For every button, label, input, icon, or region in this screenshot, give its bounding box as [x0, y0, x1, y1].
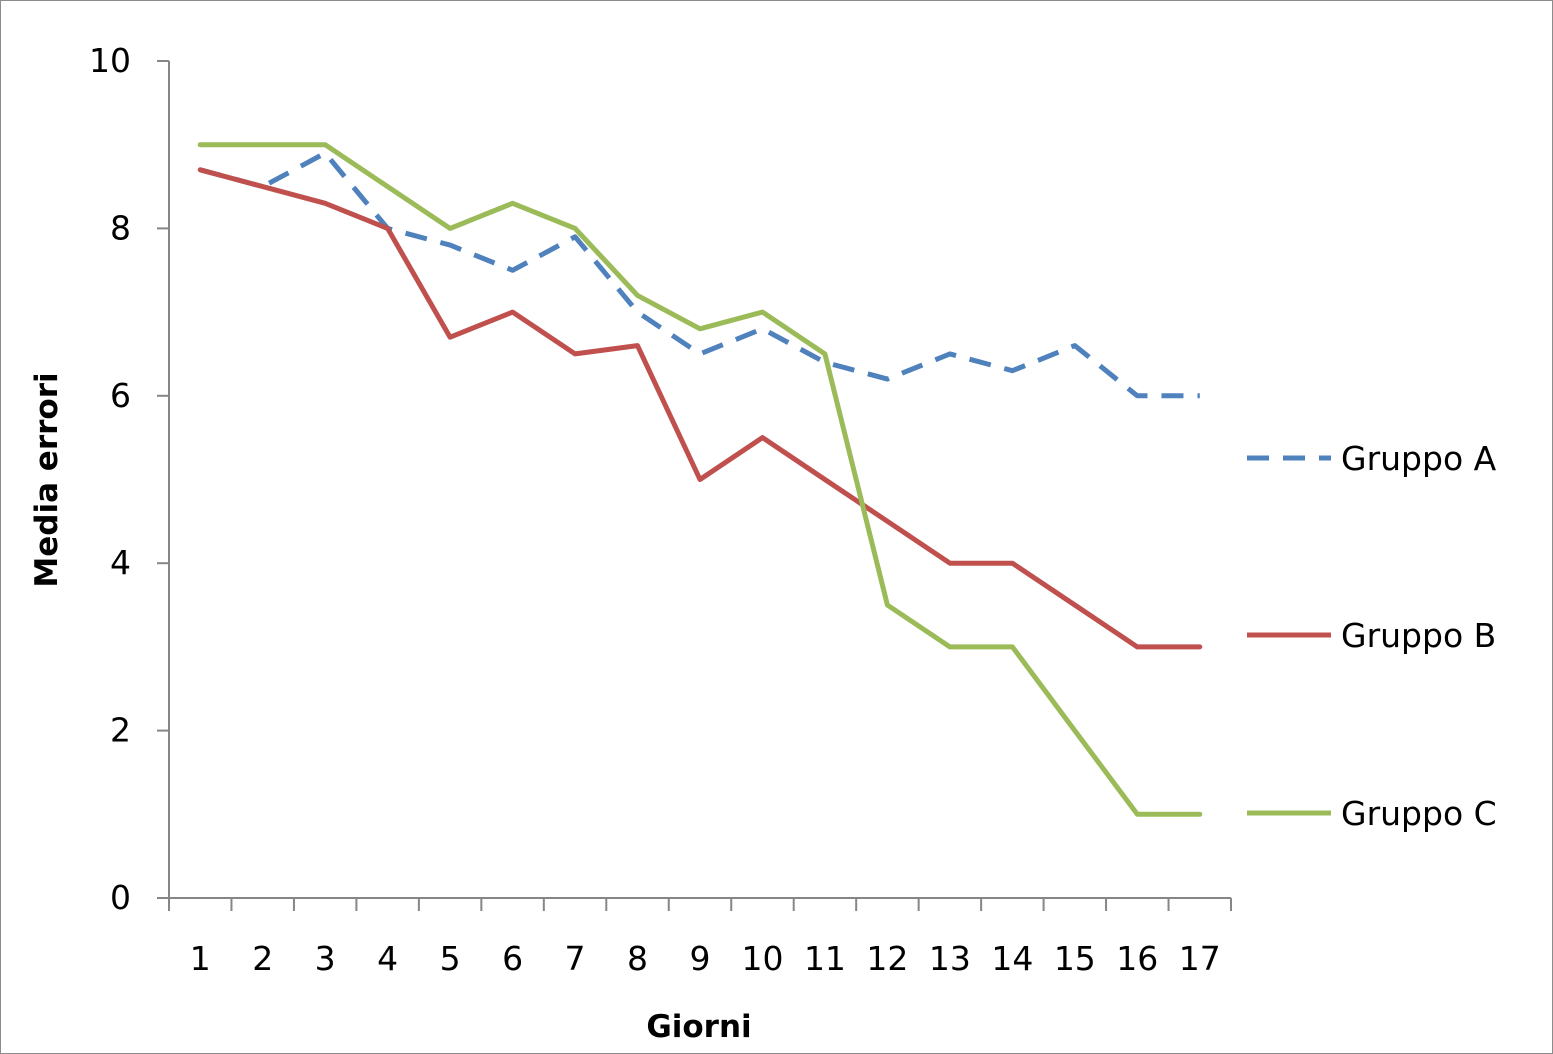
y-tick-label: 8 [110, 208, 131, 247]
x-tick-label: 11 [804, 939, 846, 978]
x-tick-label: 12 [866, 939, 908, 978]
x-tick-label: 7 [565, 939, 586, 978]
series-line-gruppo-c [197, 142, 1203, 817]
legend-label: Gruppo B [1341, 616, 1496, 655]
x-tick-label: 15 [1054, 939, 1096, 978]
legend-label: Gruppo C [1341, 794, 1497, 833]
y-tick-label: 2 [110, 711, 131, 750]
y-tick-label: 4 [110, 543, 131, 582]
x-tick-label: 8 [627, 939, 648, 978]
axes [157, 60, 1232, 911]
series-line-gruppo-b [197, 167, 1203, 650]
x-axis-title: Giorni [646, 1009, 751, 1045]
y-axis-title: Media errori [29, 372, 65, 587]
x-tick-label: 14 [991, 939, 1033, 978]
y-tick-label: 6 [110, 376, 131, 415]
x-tick-label: 5 [440, 939, 461, 978]
x-tick-label: 17 [1179, 939, 1221, 978]
x-tick-label: 6 [502, 939, 523, 978]
series-lines [197, 142, 1203, 817]
x-tick-label: 9 [690, 939, 711, 978]
x-tick-label: 16 [1116, 939, 1158, 978]
x-tick-label: 10 [741, 939, 783, 978]
y-tick-label: 10 [89, 41, 131, 80]
x-tick-label: 13 [929, 939, 971, 978]
legend: Gruppo A Gruppo B Gruppo C [1247, 439, 1497, 833]
x-tick-label: 2 [252, 939, 273, 978]
legend-label: Gruppo A [1341, 439, 1497, 478]
x-tick-label: 1 [190, 939, 211, 978]
series-line-gruppo-a [199, 150, 1200, 399]
x-tick-label: 3 [315, 939, 336, 978]
x-tick-label: 4 [377, 939, 398, 978]
y-tick-label: 0 [110, 878, 131, 917]
